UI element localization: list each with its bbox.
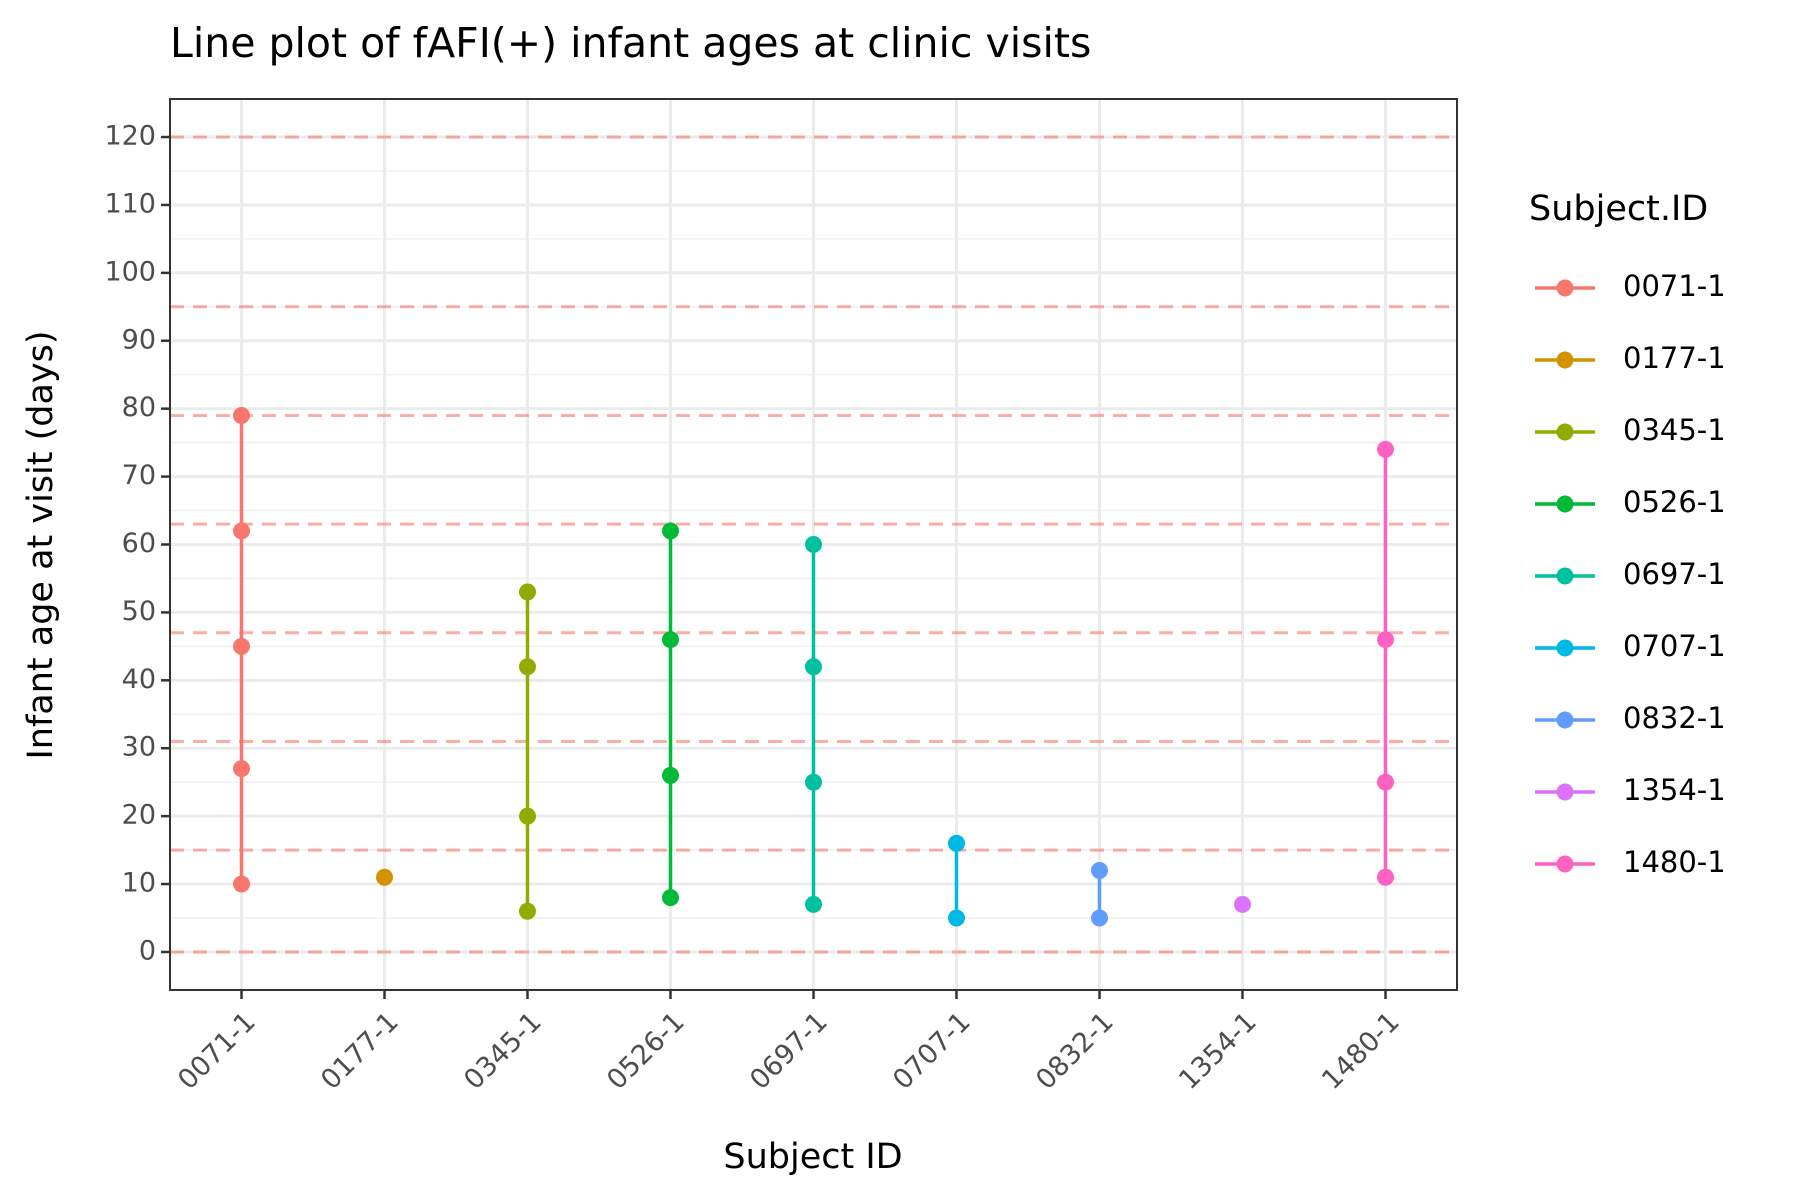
data-point: [519, 807, 536, 825]
y-tick-label: 30: [122, 732, 156, 763]
data-point: [662, 889, 679, 907]
data-point: [233, 522, 250, 540]
legend-label: 1480-1: [1623, 845, 1726, 879]
data-point: [662, 631, 679, 649]
legend-label: 0526-1: [1623, 485, 1726, 519]
y-axis-title: Infant age at visit (days): [21, 330, 61, 759]
legend-label: 1354-1: [1623, 773, 1726, 807]
data-point: [1377, 773, 1394, 791]
x-tick-label: 0707-1: [887, 1006, 977, 1096]
y-tick-label: 120: [104, 121, 156, 152]
data-point: [1377, 440, 1394, 458]
y-tick-label: 10: [122, 868, 156, 899]
legend-marker: [1556, 351, 1574, 369]
data-point: [233, 875, 250, 893]
legend-label: 0697-1: [1623, 557, 1726, 591]
x-tick-label: 0345-1: [458, 1006, 548, 1096]
legend-marker: [1556, 855, 1574, 873]
data-point: [662, 766, 679, 784]
x-axis-title: Subject ID: [723, 1137, 902, 1177]
x-tick-label: 0526-1: [601, 1006, 691, 1096]
data-point: [1091, 909, 1108, 927]
legend-label: 0177-1: [1623, 341, 1726, 375]
plot-border: [169, 98, 1458, 991]
legend-label: 0832-1: [1623, 701, 1726, 735]
legend-marker: [1556, 783, 1574, 801]
y-tick-label: 40: [122, 664, 156, 695]
data-point: [948, 909, 965, 927]
data-point: [1377, 868, 1394, 886]
x-tick-label: 0832-1: [1030, 1006, 1120, 1096]
y-tick-label: 50: [122, 596, 156, 627]
chart-title: Line plot of fAFI(+) infant ages at clin…: [170, 19, 1091, 67]
legend-title: Subject.ID: [1529, 189, 1708, 229]
y-tick-label: 0: [139, 935, 156, 966]
data-point: [519, 902, 536, 920]
y-tick-label: 110: [104, 188, 156, 219]
data-point: [662, 522, 679, 540]
legend-label: 0071-1: [1623, 269, 1726, 303]
legend-marker: [1556, 711, 1574, 729]
x-tick-label: 0697-1: [744, 1006, 834, 1096]
data-point: [233, 406, 250, 424]
y-tick-label: 20: [122, 800, 156, 831]
x-tick-label: 1354-1: [1173, 1006, 1263, 1096]
y-tick-label: 80: [122, 392, 156, 423]
legend-marker: [1556, 495, 1574, 513]
data-point: [233, 637, 250, 655]
x-tick-label: 0177-1: [315, 1006, 405, 1096]
data-point: [233, 760, 250, 778]
data-point: [805, 773, 822, 791]
legend-label: 0707-1: [1623, 629, 1726, 663]
data-point: [1377, 631, 1394, 649]
y-tick-label: 90: [122, 324, 156, 355]
legend-marker: [1556, 639, 1574, 657]
data-point: [376, 868, 393, 886]
legend-marker: [1556, 423, 1574, 441]
data-point: [805, 658, 822, 676]
data-point: [805, 536, 822, 553]
legend-label: 0345-1: [1623, 413, 1726, 447]
legend-marker: [1556, 567, 1574, 585]
data-point: [519, 583, 536, 601]
data-point: [805, 895, 822, 913]
legend-marker: [1556, 279, 1574, 297]
x-tick-label: 1480-1: [1316, 1006, 1406, 1096]
y-tick-label: 60: [122, 528, 156, 559]
data-point: [519, 658, 536, 676]
data-point: [948, 834, 965, 852]
y-tick-label: 100: [104, 256, 156, 287]
x-tick-label: 0071-1: [172, 1006, 262, 1096]
data-point: [1091, 861, 1108, 879]
data-point: [1234, 895, 1251, 913]
y-tick-label: 70: [122, 460, 156, 491]
